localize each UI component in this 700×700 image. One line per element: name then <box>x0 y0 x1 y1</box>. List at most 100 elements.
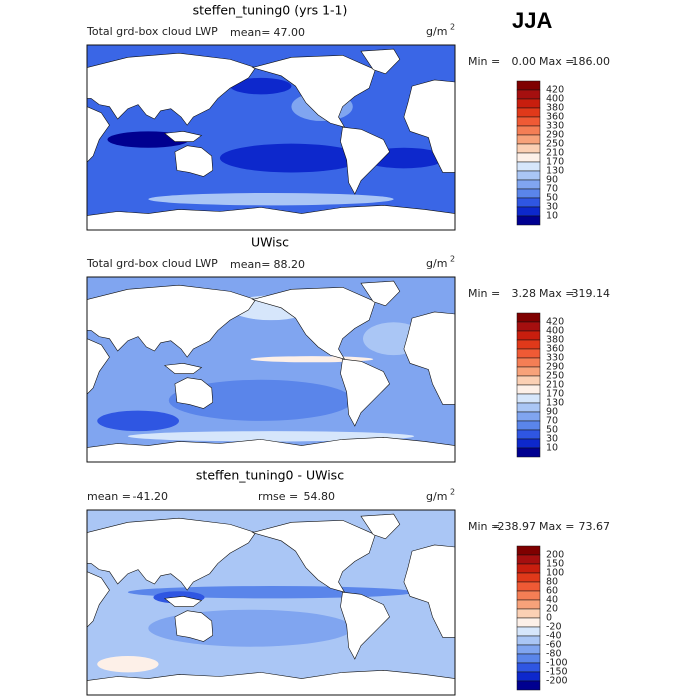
colorbar-box <box>516 89 541 100</box>
season: JJA <box>512 8 552 33</box>
min-value: -238.97 <box>494 520 536 533</box>
map <box>87 45 455 230</box>
max-value: 73.67 <box>579 520 611 533</box>
colorbar-label: 210 <box>546 148 564 159</box>
land <box>341 592 390 659</box>
colorbar-box <box>516 339 541 350</box>
colorbar-box <box>516 411 541 422</box>
units-exponent: 2 <box>450 488 455 497</box>
colorbar-box <box>516 215 541 226</box>
colorbar-label: -150 <box>546 667 568 678</box>
land <box>253 520 376 592</box>
colorbar-label: 210 <box>546 380 564 391</box>
colorbar-box <box>516 545 541 556</box>
colorbar-box <box>516 179 541 190</box>
colorbar-box <box>516 572 541 583</box>
colorbar-label: -40 <box>546 631 562 642</box>
colorbar-box <box>516 393 541 404</box>
colorbar-box <box>516 366 541 377</box>
map-frame <box>86 509 456 696</box>
field-patch <box>168 379 353 421</box>
mean-value: -41.20 <box>133 490 168 503</box>
colorbar-label: 60 <box>546 586 558 597</box>
min-value: 3.28 <box>512 287 537 300</box>
land <box>404 80 455 173</box>
colorbar-box <box>516 321 541 332</box>
colorbar-box <box>516 206 541 217</box>
map <box>87 510 455 695</box>
colorbar-box <box>516 438 541 449</box>
colorbar-label: 0 <box>546 613 552 624</box>
land <box>165 363 202 373</box>
colorbar-label: 100 <box>546 568 564 579</box>
mean-value: 88.20 <box>274 258 306 271</box>
colorbar-box <box>516 107 541 118</box>
colorbar-label: -20 <box>546 622 562 633</box>
colorbar-box <box>516 143 541 154</box>
colorbar-box <box>516 644 541 655</box>
colorbar-label: -100 <box>546 658 568 669</box>
land <box>175 611 213 642</box>
colorbar-box <box>516 662 541 673</box>
panel-title: UWisc <box>251 235 289 250</box>
colorbar-label: 40 <box>546 595 558 606</box>
land <box>404 545 455 638</box>
colorbar-box <box>516 312 541 323</box>
min-value: 0.00 <box>512 55 537 68</box>
land <box>87 670 455 695</box>
colorbar-label: 10 <box>546 443 558 454</box>
land <box>87 205 455 230</box>
colorbar-box <box>516 357 541 368</box>
land <box>175 146 213 177</box>
colorbar-box <box>516 447 541 458</box>
max-label: Max = <box>539 520 574 533</box>
colorbar-box <box>516 197 541 208</box>
colorbar-box <box>516 384 541 395</box>
colorbar-label: 420 <box>546 85 564 96</box>
colorbar-box <box>516 161 541 172</box>
colorbar-box <box>516 80 541 91</box>
land <box>165 596 202 606</box>
units: g/m <box>426 257 447 270</box>
colorbar-box <box>516 617 541 628</box>
map-frame <box>86 44 456 231</box>
colorbar-label: 290 <box>546 130 564 141</box>
land <box>341 359 390 426</box>
field-patch <box>97 410 179 432</box>
units: g/m <box>426 490 447 503</box>
colorbar-box <box>516 671 541 682</box>
units-exponent: 2 <box>450 23 455 32</box>
colorbar-box <box>516 116 541 127</box>
land <box>165 131 202 141</box>
colorbar-label: 250 <box>546 371 564 382</box>
mean-label: mean= <box>230 258 270 271</box>
colorbar-label: 150 <box>546 559 564 570</box>
colorbar-box <box>516 626 541 637</box>
colorbar-box <box>516 590 541 601</box>
land <box>361 49 400 74</box>
colorbar-box <box>516 554 541 565</box>
land <box>87 339 109 395</box>
land <box>404 312 455 405</box>
colorbar-label: 20 <box>546 604 558 615</box>
field-patch <box>148 193 394 206</box>
colorbar-label: 290 <box>546 362 564 373</box>
land <box>253 287 376 359</box>
field-patch <box>230 77 292 95</box>
colorbar-box <box>516 581 541 592</box>
land <box>361 281 400 306</box>
variable-label: Total grd-box cloud LWP <box>86 25 218 38</box>
colorbar-label: -80 <box>546 649 562 660</box>
colorbar-label: 330 <box>546 353 564 364</box>
colorbar-label: 360 <box>546 112 564 123</box>
land <box>87 107 109 163</box>
rmse-value: 54.80 <box>304 490 336 503</box>
colorbar-label: 50 <box>546 193 558 204</box>
land <box>361 514 400 539</box>
colorbar-label: 250 <box>546 139 564 150</box>
colorbar-label: 10 <box>546 211 558 222</box>
panel-title: steffen_tuning0 - UWisc <box>196 468 344 483</box>
colorbar-label: 70 <box>546 184 558 195</box>
colorbar-label: -60 <box>546 640 562 651</box>
